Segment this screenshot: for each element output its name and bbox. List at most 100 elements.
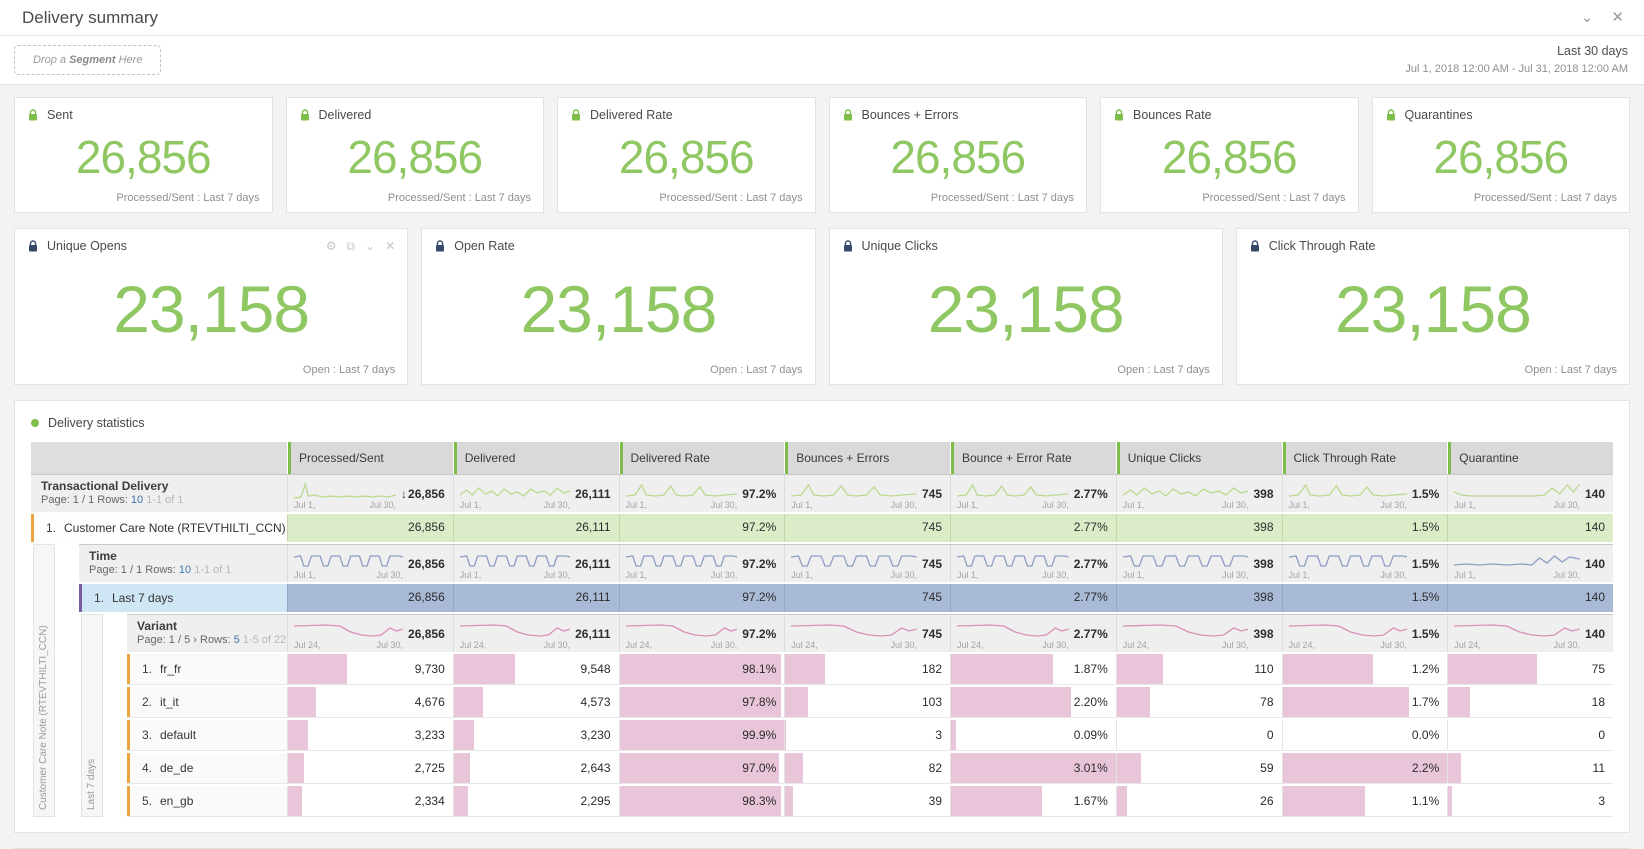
row-label: it_it	[160, 695, 179, 709]
bar-cell: 110	[1115, 654, 1282, 684]
sparkline-chart	[460, 621, 570, 640]
value-cell: 26,856	[287, 584, 453, 612]
value-cell: 398	[1115, 514, 1282, 542]
green-dot-icon	[31, 419, 39, 427]
cell-value: 97.0%	[742, 761, 777, 775]
row-header[interactable]: 5. en_gb	[127, 786, 287, 816]
table-row[interactable]: 1. Last 7 days 26,856 26,111 97.2% 745 2.77% 39…	[79, 584, 1613, 612]
pager-next-icon[interactable]: ›	[193, 634, 200, 646]
row-label: fr_fr	[160, 662, 182, 676]
cell-value: 99.9%	[742, 728, 777, 742]
proportion-bar	[1448, 654, 1538, 684]
date-range[interactable]: Last 30 days Jul 1, 2018 12:00 AM - Jul …	[1405, 42, 1628, 77]
sparkline-chart	[294, 551, 403, 570]
row-header[interactable]: 4. de_de	[127, 753, 287, 783]
table-row[interactable]: 1. Customer Care Note (RTEVTHILTI_CCN) 26,…	[31, 514, 1613, 542]
row-header[interactable]: 1. fr_fr	[127, 654, 287, 684]
table-row[interactable]: 1. fr_fr 9,730 9,548 98.1% 182 1.87% 110 1.2% 75	[127, 654, 1613, 685]
pager-rows-count[interactable]: 10	[130, 494, 144, 506]
proportion-bar	[1116, 753, 1142, 783]
sort-desc-icon[interactable]: ↓	[401, 486, 408, 501]
row-index: 2.	[142, 695, 153, 709]
value-cell: 745	[784, 514, 950, 542]
column-header[interactable]: Unique Clicks	[1116, 442, 1282, 474]
table-row[interactable]: 2. it_it 4,676 4,573 97.8% 103 2.20% 78 1.7% 18	[127, 687, 1613, 718]
row-header[interactable]: 3. default	[127, 720, 287, 750]
sparkline-start-label: Jul 24,	[791, 639, 818, 650]
summary-value: 140	[1584, 486, 1605, 501]
group-row-header[interactable]: Transactional Delivery Page: 1 / 1 Rows: …	[31, 475, 287, 512]
sparkline-end-label: Jul 30,	[1221, 639, 1249, 650]
kpi-card-title: Click Through Rate	[1268, 239, 1376, 253]
close-icon[interactable]: ✕	[1611, 9, 1624, 26]
sparkline-chart	[1289, 481, 1407, 500]
pager-page: Page: 1 / 1	[41, 494, 98, 506]
proportion-bar	[1448, 687, 1470, 717]
row-header[interactable]: 1. Customer Care Note (RTEVTHILTI_CCN)	[31, 514, 287, 542]
gear-icon[interactable]: ⚙	[325, 239, 337, 253]
proportion-bar	[453, 786, 469, 816]
sparkline: Jul 24, Jul 30,	[791, 618, 917, 650]
pager-rows-count[interactable]: 10	[178, 564, 192, 576]
sparkline: Jul 24, Jul 30,	[1454, 618, 1580, 650]
proportion-bar	[951, 786, 1042, 816]
summary-cell: Jul 1, Jul 30, 140	[1447, 475, 1613, 512]
kpi-card-header: Sent	[27, 108, 260, 122]
value-cell: 26,111	[452, 584, 619, 612]
row-header[interactable]: 2. it_it	[127, 687, 287, 717]
bar-cell: 78	[1115, 687, 1282, 717]
rail-label-customer-care-note: Customer Care Note (RTEVTHILTI_CCN)	[33, 544, 55, 817]
cell-value: 2,295	[580, 794, 611, 808]
cell-value: 78	[1260, 695, 1274, 709]
sparkline-end-label: Jul 30,	[1553, 499, 1580, 510]
row-index: 1.	[46, 521, 57, 535]
value-cell: 1.5%	[1281, 514, 1448, 542]
lock-icon	[29, 109, 37, 121]
chevron-down-icon[interactable]: ⌄	[1580, 9, 1594, 26]
sparkline-end-label: Jul 30,	[710, 569, 738, 580]
cell-value: 82	[928, 761, 942, 775]
cell-value: 1.2%	[1411, 662, 1440, 676]
segment-drop-text-bold: Segment	[69, 54, 116, 66]
table-row[interactable]: 4. de_de 2,725 2,643 97.0% 82 3.01% 59 2.2% 11	[127, 753, 1613, 784]
summary-cell: Jul 1, Jul 30, 26,111	[452, 545, 619, 582]
group-row-header[interactable]: Variant Page: 1 / 5 › Rows: 5 1-5 of 22	[127, 615, 287, 652]
group-row-header[interactable]: Time Page: 1 / 1 Rows: 10 1-1 of 1	[79, 545, 287, 582]
row-header[interactable]: 1. Last 7 days	[79, 584, 287, 612]
column-header[interactable]: Delivered Rate	[619, 442, 785, 474]
sparkline-chart	[294, 481, 396, 500]
sparkline-chart	[1289, 551, 1407, 570]
chevron-down-icon[interactable]: ⌄	[365, 239, 376, 253]
proportion-bar	[453, 687, 484, 717]
sparkline: Jul 24, Jul 30,	[294, 618, 404, 650]
pager-rows-count[interactable]: 5	[233, 634, 240, 646]
close-icon[interactable]: ✕	[385, 239, 396, 253]
bar-cell: 3	[1447, 786, 1613, 816]
group-pager: Page: 1 / 1 Rows: 10 1-1 of 1	[89, 564, 281, 576]
segment-drop-zone[interactable]: Drop a Segment Here	[14, 45, 162, 75]
kpi-card-title: Quarantines	[1404, 108, 1473, 122]
pager-range: 1-1 of 1	[191, 564, 232, 576]
cell-value: 182	[921, 662, 942, 676]
cell-value: 1.7%	[1411, 695, 1440, 709]
pager-rows-label: Rows:	[97, 494, 131, 506]
column-header[interactable]: Processed/Sent	[288, 442, 453, 474]
group-title: Transactional Delivery	[41, 479, 169, 493]
summary-cell: Jul 1, Jul 30, 26,856	[287, 545, 453, 582]
kpi-value: 26,856	[75, 131, 212, 183]
sparkline-start-label: Jul 1,	[294, 569, 316, 580]
cell-value: 1.1%	[1411, 794, 1440, 808]
column-header[interactable]: Quarantine	[1448, 442, 1613, 474]
sparkline-end-label: Jul 30,	[1553, 569, 1580, 580]
summary-value: ↓26,856	[401, 486, 445, 501]
table-row[interactable]: 5. en_gb 2,334 2,295 98.3% 39 1.67% 26 1.1% 3	[127, 786, 1613, 817]
sparkline-end-label: Jul 30,	[890, 499, 917, 510]
expand-icon[interactable]: ⧉	[346, 239, 356, 253]
column-header[interactable]: Bounce + Error Rate	[951, 442, 1116, 474]
column-header[interactable]: Delivered	[453, 442, 619, 474]
cell-value: 1.87%	[1073, 662, 1108, 676]
column-header[interactable]: Bounces + Errors	[785, 442, 950, 474]
column-header[interactable]: Click Through Rate	[1282, 442, 1448, 474]
table-row[interactable]: 3. default 3,233 3,230 99.9% 3 0.09% 0 0.0% 0	[127, 720, 1613, 751]
sparkline: Jul 24, Jul 30,	[1288, 618, 1407, 650]
